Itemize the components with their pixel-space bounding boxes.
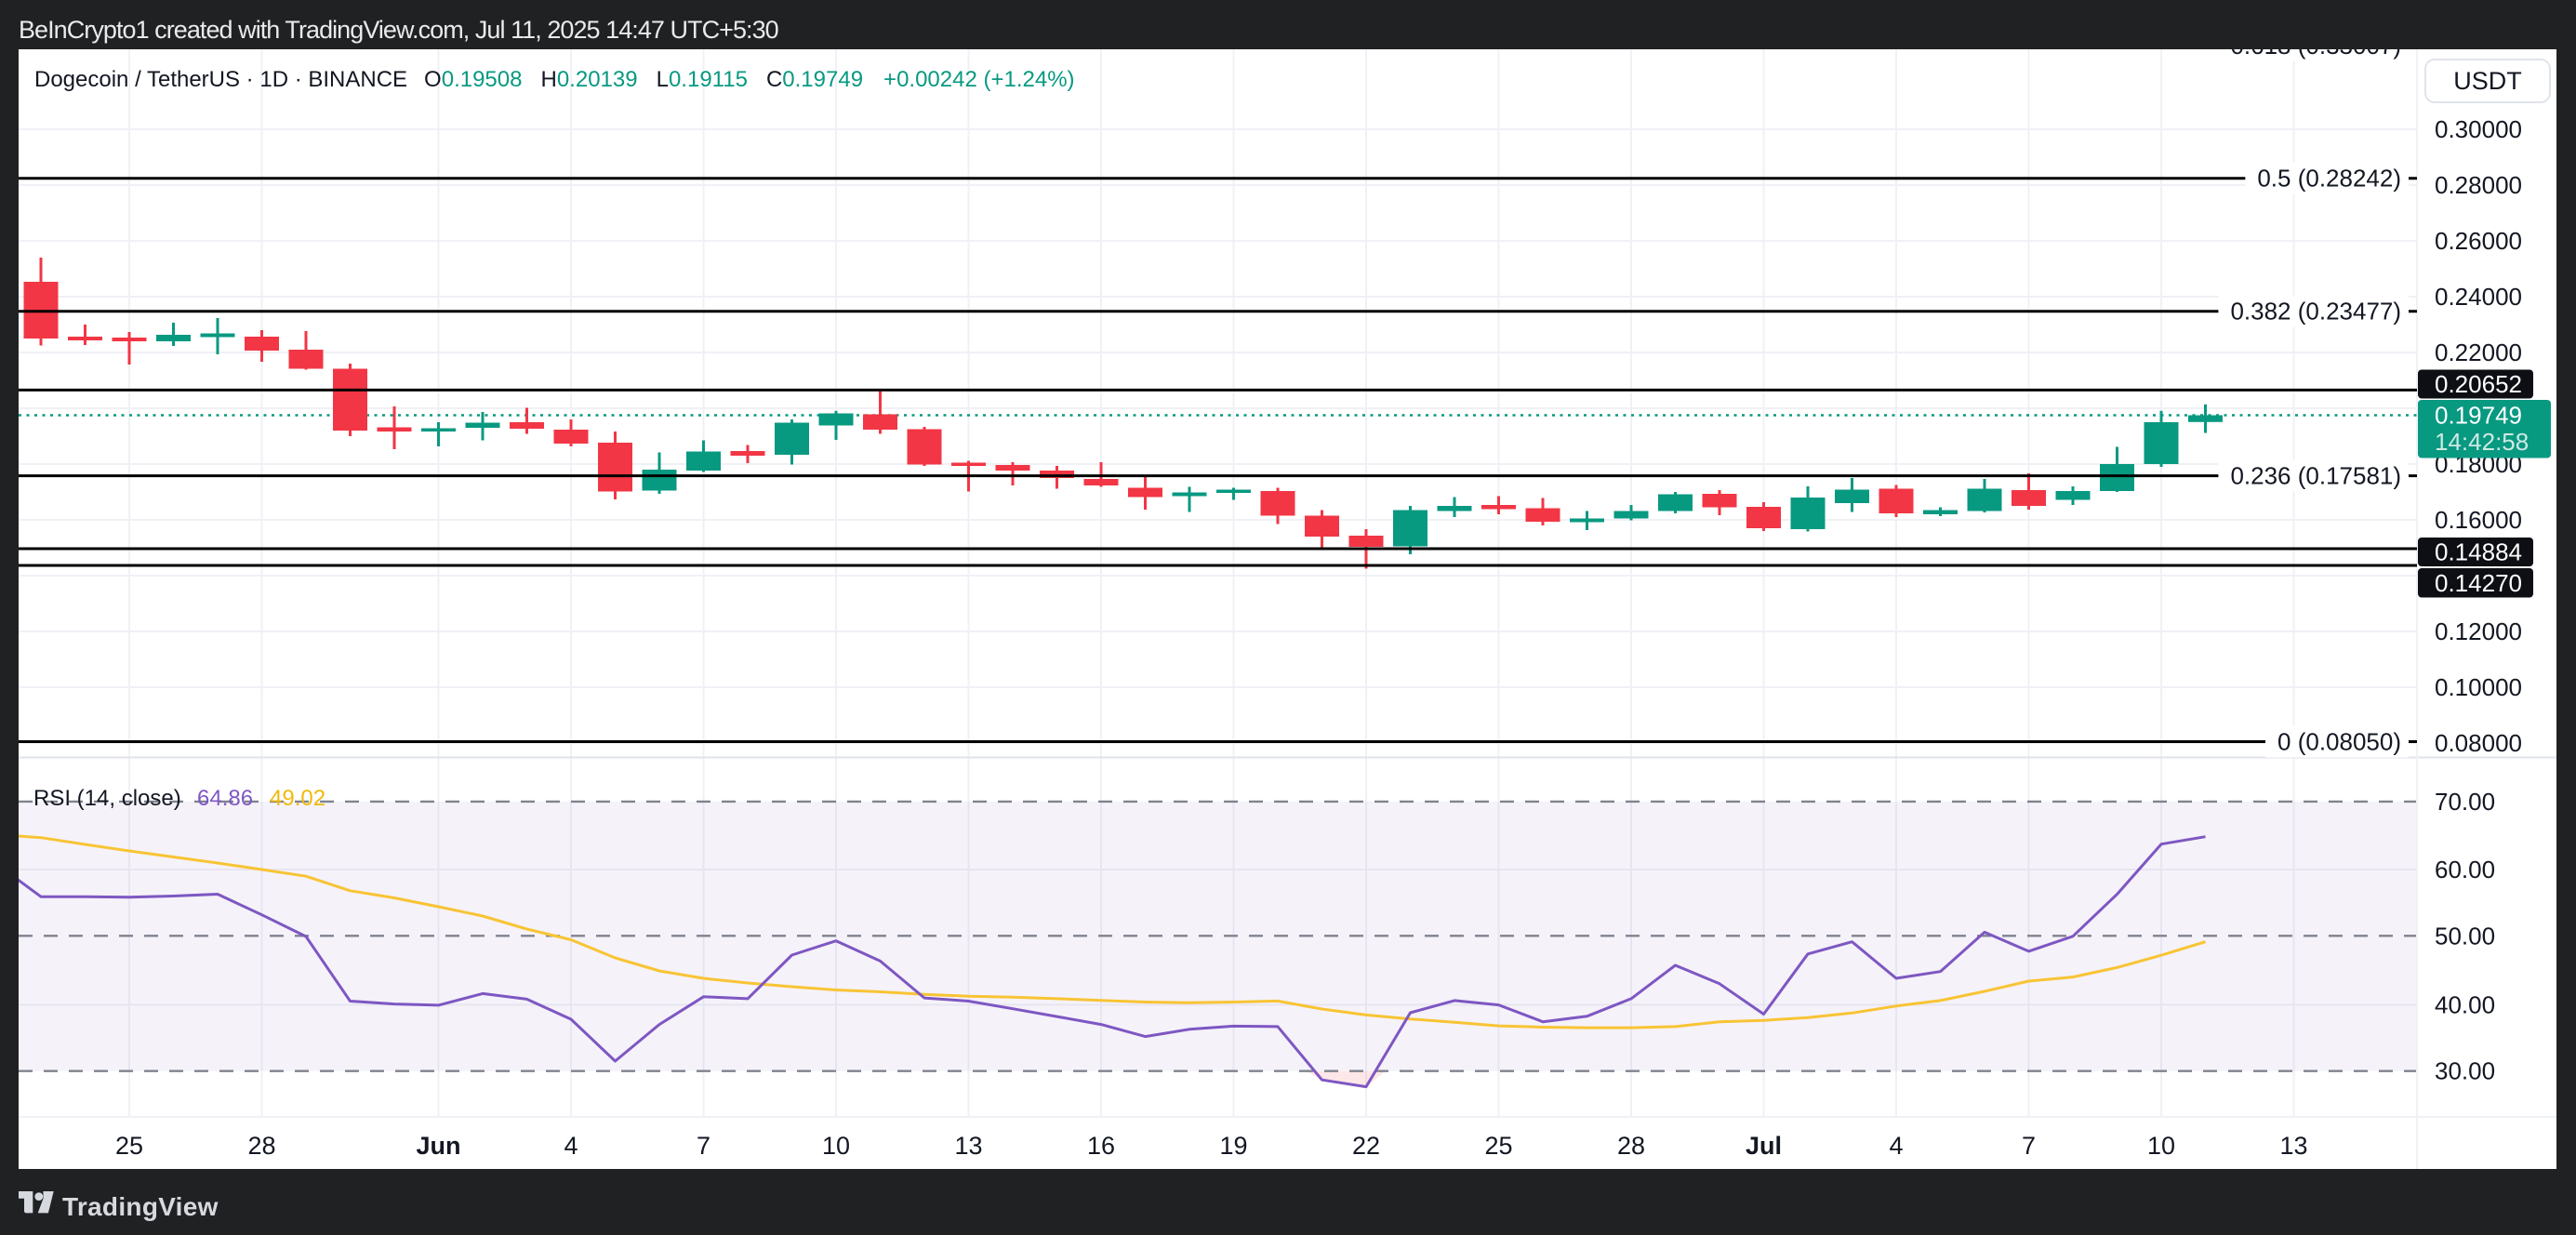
svg-text:7: 7 [697,1132,710,1160]
svg-text:0 (0.08050): 0 (0.08050) [2277,728,2401,756]
svg-text:Jun: Jun [416,1132,460,1160]
svg-text:28: 28 [247,1132,275,1160]
svg-text:30.00: 30.00 [2435,1057,2495,1085]
svg-text:19: 19 [1219,1132,1247,1160]
svg-text:0.19749: 0.19749 [2435,402,2522,430]
svg-text:0.382 (0.23477): 0.382 (0.23477) [2230,298,2401,325]
svg-text:0.24000: 0.24000 [2435,283,2522,311]
svg-text:0.5 (0.28242): 0.5 (0.28242) [2257,165,2401,193]
svg-text:22: 22 [1352,1132,1380,1160]
svg-text:28: 28 [1617,1132,1645,1160]
svg-text:0.28000: 0.28000 [2435,171,2522,199]
svg-text:0.20652: 0.20652 [2435,370,2522,398]
svg-text:0.236 (0.17581): 0.236 (0.17581) [2230,462,2401,490]
svg-text:60.00: 60.00 [2435,856,2495,883]
svg-text:13: 13 [2279,1132,2307,1160]
svg-text:4: 4 [1889,1132,1903,1160]
svg-text:70.00: 70.00 [2435,788,2495,816]
svg-text:50.00: 50.00 [2435,922,2495,949]
svg-text:Dogecoin / TetherUS · 1D · BIN: Dogecoin / TetherUS · 1D · BINANCE O0.195… [34,67,1075,92]
svg-text:13: 13 [954,1132,982,1160]
svg-text:40.00: 40.00 [2435,990,2495,1018]
svg-text:0.10000: 0.10000 [2435,673,2522,701]
svg-text:0.14884: 0.14884 [2435,538,2522,566]
svg-text:25: 25 [1484,1132,1512,1160]
svg-text:0.22000: 0.22000 [2435,339,2522,366]
svg-text:16: 16 [1087,1132,1115,1160]
svg-text:7: 7 [2022,1132,2036,1160]
svg-text:10: 10 [822,1132,850,1160]
svg-text:0.14270: 0.14270 [2435,569,2522,597]
svg-text:0.30000: 0.30000 [2435,115,2522,143]
svg-text:25: 25 [115,1132,143,1160]
svg-text:0.08000: 0.08000 [2435,729,2522,757]
svg-text:10: 10 [2147,1132,2175,1160]
svg-text:0.12000: 0.12000 [2435,618,2522,645]
svg-text:0.16000: 0.16000 [2435,506,2522,534]
svg-text:0.618 (0.33007): 0.618 (0.33007) [2230,49,2401,60]
svg-text:0.26000: 0.26000 [2435,227,2522,255]
svg-text:Jul: Jul [1746,1132,1782,1160]
svg-text:4: 4 [564,1132,578,1160]
svg-text:USDT: USDT [2453,67,2522,95]
svg-text:14:42:58: 14:42:58 [2435,428,2529,456]
